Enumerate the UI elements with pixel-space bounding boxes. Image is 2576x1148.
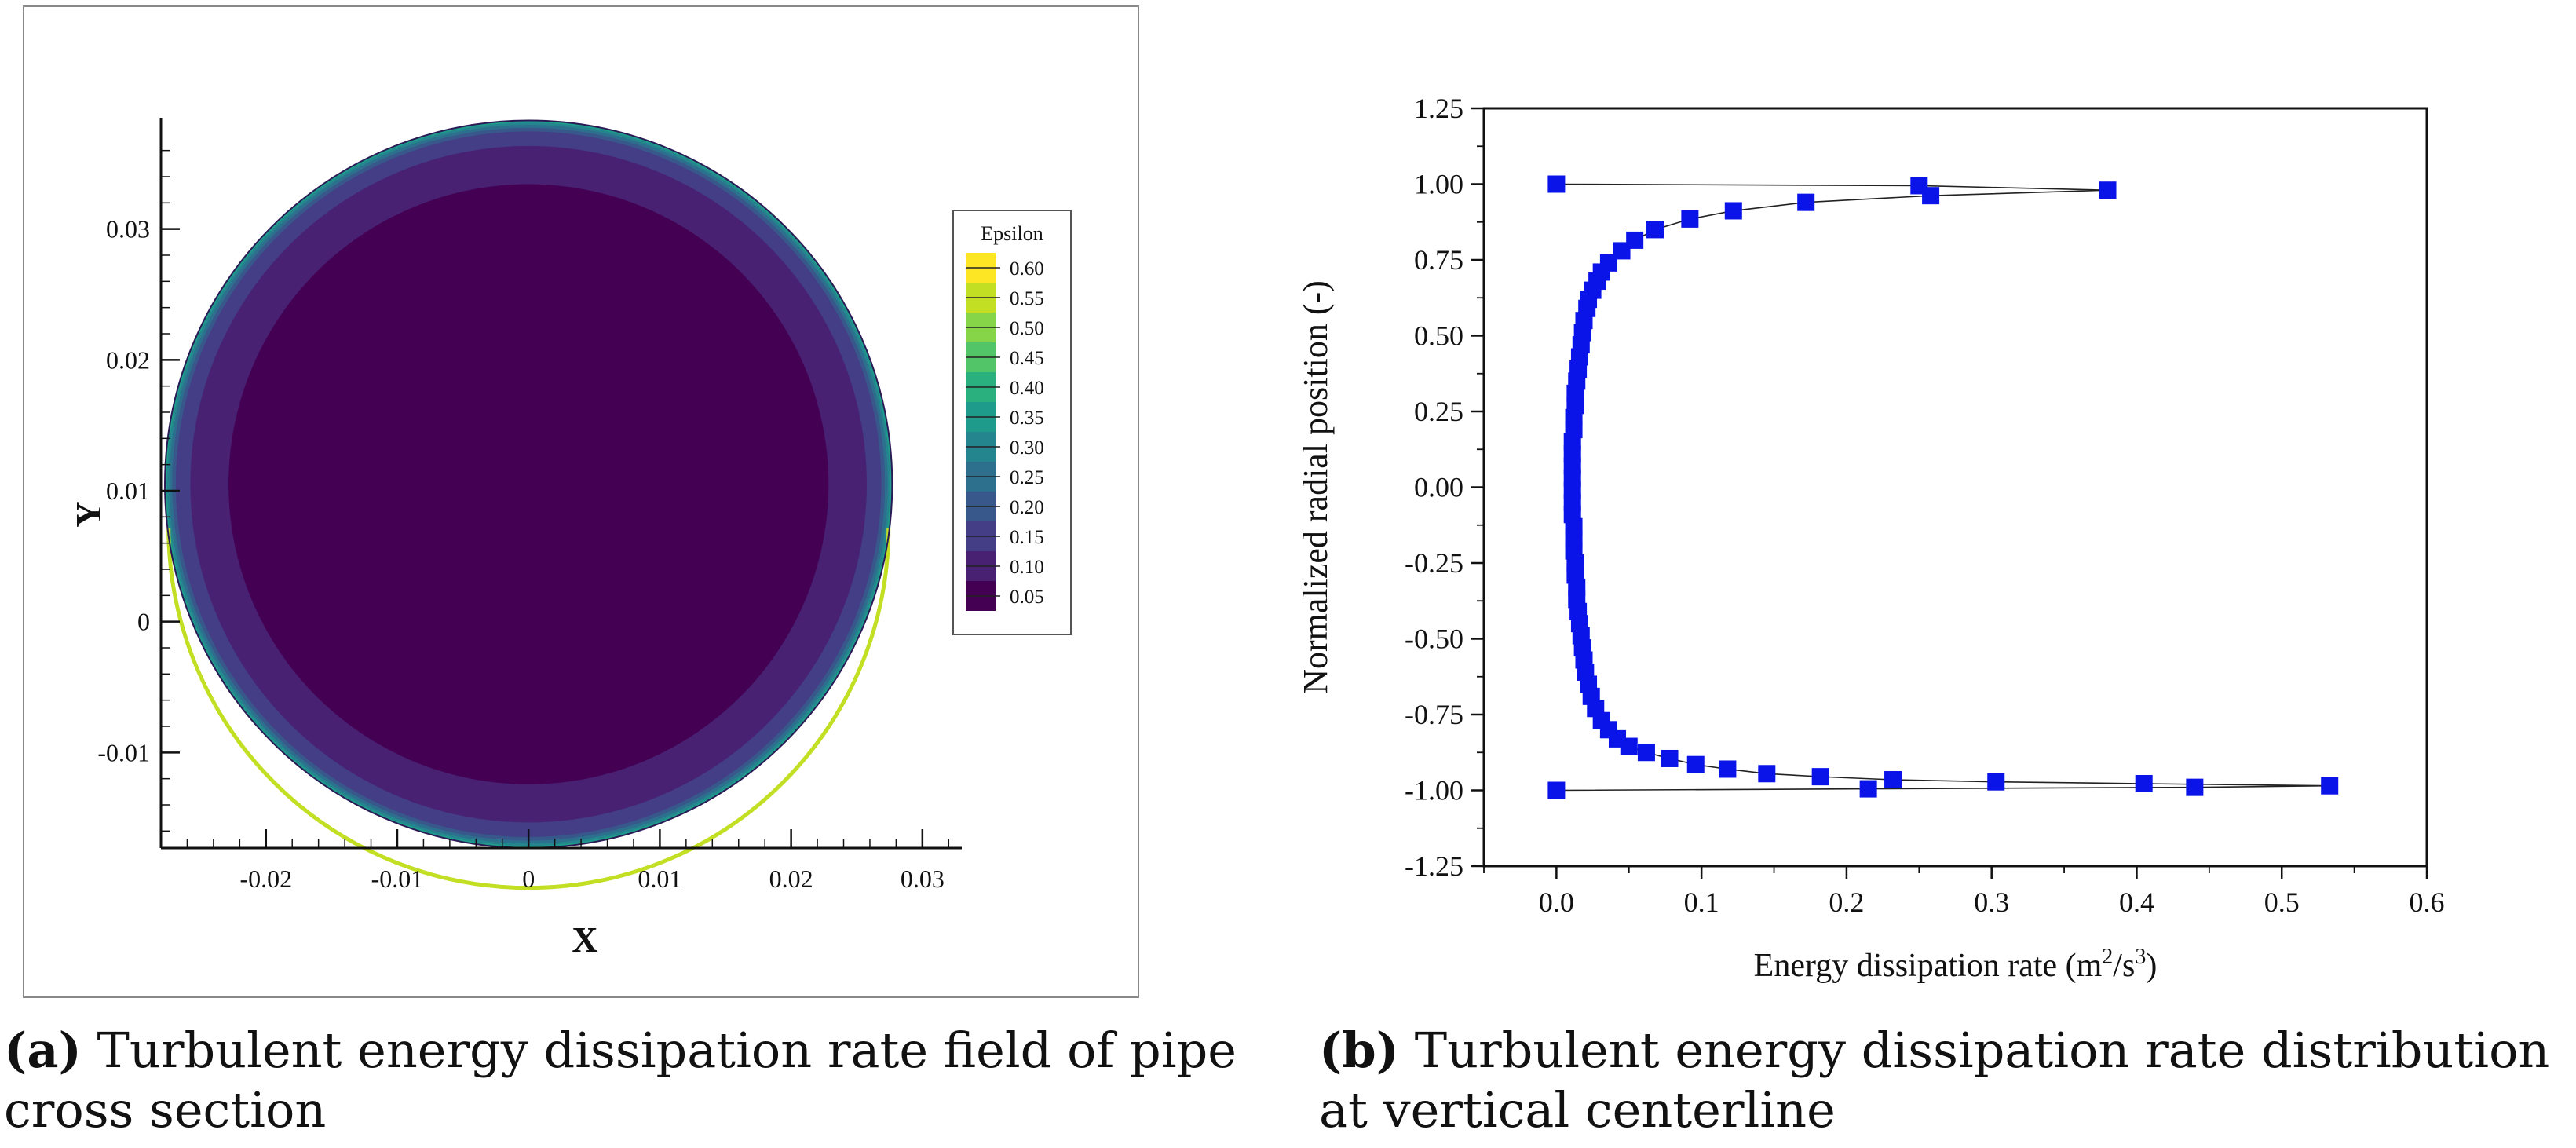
x-tick-label: 0.0	[1539, 887, 1574, 918]
y-tick-label: -0.01	[97, 738, 150, 766]
data-point	[1719, 760, 1737, 778]
scatter-x-axis-label: Energy dissipation rate (m2/s3)	[1754, 945, 2158, 984]
scatter-x-ticks: 0.0 0.1 0.2 0.3 0.4 0.5 0.6	[1483, 866, 2445, 918]
data-point	[1620, 737, 1638, 755]
legend-title: Epsilon	[981, 222, 1043, 245]
legend-level-label: 0.30	[1010, 437, 1044, 459]
y-tick-label: -1.25	[1405, 850, 1463, 882]
y-tick-label: 0.75	[1414, 244, 1463, 276]
legend-level-label: 0.40	[1010, 378, 1044, 399]
legend-level-label: 0.10	[1010, 557, 1044, 578]
scatter-y-axis-label: Normalized radial position (-)	[1296, 280, 1335, 694]
y-tick-label: -0.75	[1405, 699, 1463, 730]
scatter-plot: 0.0 0.1 0.2 0.3 0.4 0.5 0.6 1.25 1.00 0.75 0.50 0.…	[1296, 93, 2445, 984]
x-tick-label: 0.2	[1829, 887, 1864, 918]
x-tick-label: 0.6	[2410, 887, 2445, 918]
y-tick-label: 0.01	[106, 477, 150, 505]
caption-a: (a) Turbulent energy dissipation rate fi…	[4, 1021, 1260, 1140]
y-tick-label: -0.50	[1405, 623, 1463, 655]
y-tick-label: 0.50	[1414, 320, 1463, 352]
y-tick-label: 0.03	[106, 215, 150, 243]
contour-y-ticks: 0.03 0.02 0.01 0 -0.01	[97, 149, 180, 832]
x-tick-label: -0.02	[239, 865, 292, 893]
x-tick-label: 0.02	[769, 865, 813, 893]
data-point	[1547, 781, 1566, 799]
data-point	[1626, 231, 1644, 249]
data-point	[1637, 744, 1655, 762]
y-tick-label: -0.25	[1405, 547, 1463, 579]
series-markers	[1547, 175, 2339, 799]
data-point	[1661, 749, 1679, 767]
data-point	[1859, 780, 1877, 798]
data-point	[2099, 181, 2117, 199]
caption-b-text: Turbulent energy dissipation rate distri…	[1319, 1022, 2550, 1139]
y-tick-label: 1.00	[1414, 169, 1463, 200]
legend-level-label: 0.50	[1010, 318, 1044, 339]
contour-disk	[164, 119, 893, 890]
data-point	[1758, 765, 1776, 783]
contour-rim-highlight	[166, 528, 891, 890]
legend-level-label: 0.20	[1010, 497, 1044, 518]
data-point	[1686, 755, 1705, 773]
data-point	[1884, 770, 1902, 788]
legend-level-label: 0.45	[1010, 348, 1044, 369]
caption-a-text: Turbulent energy dissipation rate field …	[4, 1022, 1237, 1139]
caption-a-label: (a)	[4, 1022, 82, 1079]
data-point	[2135, 775, 2153, 793]
y-tick-label: -1.00	[1405, 775, 1463, 806]
contour-x-ticks: -0.02 -0.01 0 0.01 0.02 0.03	[160, 829, 950, 893]
data-point	[1724, 202, 1742, 220]
data-point	[1681, 210, 1699, 228]
legend-level-label: 0.55	[1010, 288, 1044, 309]
figure-b-scatter: 0.0 0.1 0.2 0.3 0.4 0.5 0.6 1.25 1.00 0.75 0.50 0.…	[1288, 0, 2576, 1021]
data-point	[1613, 242, 1631, 260]
contour-legend: Epsilon 0.60 0.55 0.50 0.45 0.40 0.35 0.30 0.25…	[952, 210, 1072, 635]
x-tick-label: 0.5	[2264, 887, 2300, 918]
scatter-y-ticks: 1.25 1.00 0.75 0.50 0.25 0.00 -0.25 -0.50 -0.75 -…	[1405, 93, 1484, 882]
contour-plot: -0.02 -0.01 0 0.01 0.02 0.03 0.030.020.010-0.…	[23, 5, 1139, 998]
data-point	[1547, 175, 1566, 193]
y-tick-label: 1.25	[1414, 93, 1463, 124]
contour-x-axis-label: X	[572, 919, 597, 960]
data-point	[2186, 778, 2204, 796]
x-tick-label: 0.1	[1684, 887, 1719, 918]
legend-level-label: 0.35	[1010, 408, 1044, 429]
data-point	[1811, 768, 1829, 786]
contour-y-axis-label: Y	[68, 501, 108, 527]
x-tick-label: 0	[522, 865, 535, 893]
data-point	[1797, 193, 1815, 211]
figure-a-contour: -0.02 -0.01 0 0.01 0.02 0.03 0.03 0.02 0.01 0 -0.…	[0, 0, 1146, 1021]
legend-level-label: 0.25	[1010, 467, 1044, 488]
legend-level-label: 0.05	[1010, 587, 1044, 608]
x-tick-label: 0.03	[901, 865, 945, 893]
contour-band	[228, 184, 829, 784]
x-tick-label: 0.3	[1974, 887, 2009, 918]
series-line	[1556, 183, 2330, 792]
data-point	[1987, 773, 2005, 791]
data-point	[1922, 187, 1940, 205]
caption-b-label: (b)	[1319, 1022, 1400, 1079]
data-point	[1646, 221, 1664, 239]
y-tick-label: 0.25	[1414, 396, 1463, 427]
y-tick-label: 0	[137, 608, 150, 636]
legend-level-label: 0.60	[1010, 258, 1044, 280]
y-tick-label: 0.00	[1414, 472, 1463, 503]
legend-level-label: 0.15	[1010, 527, 1044, 548]
x-tick-label: -0.01	[371, 865, 424, 893]
x-tick-label: 0.4	[2119, 887, 2154, 918]
caption-b: (b) Turbulent energy dissipation rate di…	[1319, 1021, 2575, 1140]
data-point	[2321, 777, 2339, 795]
x-tick-label: 0.01	[638, 865, 681, 893]
y-tick-label: 0.02	[106, 345, 150, 374]
